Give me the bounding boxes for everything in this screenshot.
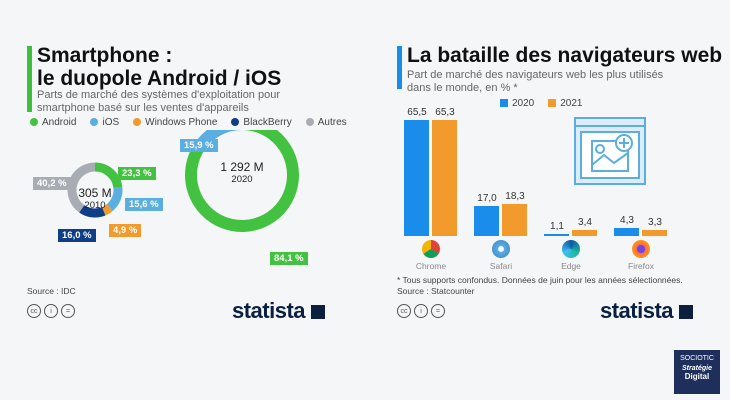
legend-item-windows-phone: Windows Phone bbox=[133, 117, 217, 128]
statista-logo-right: statista bbox=[600, 298, 693, 324]
cc-icon: cc bbox=[397, 304, 411, 318]
label-2010-blackberry: 16,0 % bbox=[58, 229, 96, 242]
bar-firefox-2021 bbox=[642, 230, 667, 236]
by-icon: i bbox=[44, 304, 58, 318]
title-accent-bar bbox=[27, 46, 32, 112]
bar-safari-2021 bbox=[502, 203, 527, 236]
legend-item-ios: iOS bbox=[90, 117, 119, 128]
category-label-chrome: Chrome bbox=[415, 261, 447, 271]
donut-2010-slice-windows-phone bbox=[101, 204, 113, 216]
label-2010-ios: 15,6 % bbox=[125, 198, 163, 211]
donut-2010-total: 305 M bbox=[78, 186, 112, 200]
label-2010-android: 23,3 % bbox=[118, 167, 156, 180]
left-subtitle: Parts de marché des systèmes d'exploitat… bbox=[37, 89, 280, 115]
legend-2020: 2020 bbox=[500, 98, 534, 109]
brand-text: statista bbox=[600, 298, 674, 323]
value-label-safari-2021: 18,3 bbox=[505, 190, 525, 202]
right-source: Source : Statcounter bbox=[397, 286, 475, 296]
donut-2010-slice-blackberry bbox=[79, 204, 106, 218]
donut-2020-total: 1 292 M bbox=[220, 160, 264, 174]
value-label-safari-2020: 17,0 bbox=[477, 192, 497, 204]
firefox-icon bbox=[632, 240, 650, 258]
value-label-chrome-2021: 65,3 bbox=[435, 107, 455, 119]
logo-line2: Stratégie bbox=[682, 365, 712, 372]
chrome-icon bbox=[422, 240, 440, 258]
brand-text: statista bbox=[232, 298, 306, 323]
browser-legend: 2020 2021 bbox=[500, 98, 583, 109]
title-accent-bar-right bbox=[397, 46, 402, 89]
donut-2020-slice-android bbox=[185, 130, 299, 232]
bar-edge-2020 bbox=[544, 234, 569, 236]
legend-item-blackberry: BlackBerry bbox=[231, 117, 292, 128]
label-2010-windows: 4,9 % bbox=[109, 224, 142, 237]
bar-safari-2020 bbox=[474, 205, 499, 236]
legend-label: BlackBerry bbox=[243, 117, 292, 128]
category-label-edge: Edge bbox=[561, 261, 581, 271]
bar-firefox-2020 bbox=[614, 228, 639, 236]
category-label-firefox: Firefox bbox=[628, 261, 654, 271]
donut-2010-slice-autres bbox=[67, 162, 96, 213]
label-2020-ios: 15,9 % bbox=[180, 139, 218, 152]
logo-line3: Digital bbox=[684, 372, 710, 381]
edge-icon bbox=[562, 240, 580, 258]
legend-item-autres: Autres bbox=[305, 117, 347, 128]
cc-icon: cc bbox=[27, 304, 41, 318]
bar-chrome-2021 bbox=[432, 120, 457, 236]
license-icons: cc i = bbox=[27, 304, 75, 318]
license-icons-right: cc i = bbox=[397, 304, 445, 318]
right-subtitle: Part de marché des navigateurs web les p… bbox=[407, 69, 663, 95]
donut-2010-center: 305 M 2010 bbox=[70, 186, 120, 211]
left-title-line2: le duopole Android / iOS bbox=[37, 67, 282, 90]
nd-icon: = bbox=[61, 304, 75, 318]
bar-chrome-2020 bbox=[404, 120, 429, 236]
left-title: Smartphone : le duopole Android / iOS bbox=[37, 44, 281, 90]
legend-2021: 2021 bbox=[548, 98, 583, 109]
by-icon: i bbox=[414, 304, 428, 318]
statista-logo-left: statista bbox=[232, 298, 325, 324]
legend-label: iOS bbox=[102, 117, 120, 128]
left-subtitle-line1: Parts de marché des systèmes d'exploitat… bbox=[37, 89, 280, 101]
value-label-edge-2020: 1,1 bbox=[550, 221, 564, 232]
left-subtitle-line2: smartphone basé sur les ventes d'apparei… bbox=[37, 102, 249, 114]
category-label-safari: Safari bbox=[489, 261, 513, 271]
right-title: La bataille des navigateurs web bbox=[407, 44, 723, 67]
statista-mark-icon bbox=[310, 305, 325, 319]
value-label-chrome-2020: 65,5 bbox=[407, 107, 427, 118]
label-2010-autres: 40,2 % bbox=[33, 177, 71, 190]
donut-2020-center: 1 292 M 2020 bbox=[207, 160, 277, 185]
logo-line1: SOCIOTIC bbox=[680, 355, 714, 362]
sociotic-logo: SOCIOTIC Stratégie Digital bbox=[674, 350, 720, 394]
nd-icon: = bbox=[431, 304, 445, 318]
donut-2020-year: 2020 bbox=[231, 174, 253, 185]
legend-2021-label: 2021 bbox=[560, 98, 583, 109]
safari-icon bbox=[492, 240, 510, 258]
legend-label: Windows Phone bbox=[145, 117, 218, 128]
os-legend: Android iOS Windows Phone BlackBerry Autres bbox=[30, 117, 347, 128]
right-subtitle-line2: dans le monde, en % * bbox=[407, 82, 518, 94]
left-source: Source : IDC bbox=[27, 286, 76, 296]
label-2020-android: 84,1 % bbox=[270, 252, 308, 265]
statista-mark-icon bbox=[678, 305, 693, 319]
legend-label: Android bbox=[42, 117, 77, 128]
right-subtitle-line1: Part de marché des navigateurs web les p… bbox=[407, 69, 664, 81]
donut-2010-slice-android bbox=[94, 162, 123, 189]
legend-item-android: Android bbox=[30, 117, 76, 128]
value-label-firefox-2020: 4,3 bbox=[620, 215, 634, 227]
donut-2010-slice-ios bbox=[106, 187, 123, 212]
legend-2020-label: 2020 bbox=[512, 98, 535, 109]
right-footnote: * Tous supports confondus. Données de ju… bbox=[397, 275, 683, 285]
value-label-firefox-2021: 3,3 bbox=[648, 217, 662, 229]
legend-label: Autres bbox=[317, 117, 347, 128]
bar-edge-2021 bbox=[572, 229, 597, 236]
browser-window-illustration-icon bbox=[574, 117, 646, 185]
donut-2010-year: 2010 bbox=[84, 200, 106, 211]
left-title-line1: Smartphone : bbox=[37, 44, 173, 67]
value-label-edge-2021: 3,4 bbox=[578, 216, 592, 228]
